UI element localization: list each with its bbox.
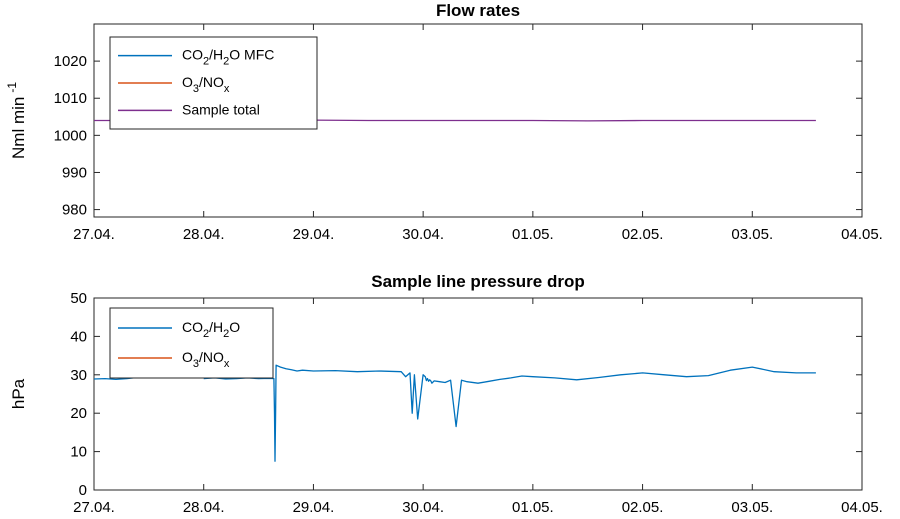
x-tick-label: 01.05. <box>512 226 554 243</box>
y-tick-label: 40 <box>70 328 87 345</box>
y-tick-label: 980 <box>62 202 87 219</box>
x-tick-label: 27.04. <box>73 226 115 243</box>
y-tick-label: 1010 <box>54 90 87 107</box>
x-tick-label: 02.05. <box>622 226 664 243</box>
x-tick-label: 28.04. <box>183 226 225 243</box>
legend-label: O3/NOx <box>182 74 230 95</box>
x-tick-label: 30.04. <box>402 499 444 516</box>
legend-label: CO2/H2O MFC <box>182 47 274 68</box>
y-tick-label: 1000 <box>54 127 87 144</box>
x-tick-label: 29.04. <box>293 499 335 516</box>
y-tick-label: 50 <box>70 290 87 307</box>
y-tick-label: 10 <box>70 444 87 461</box>
x-tick-label: 29.04. <box>293 226 335 243</box>
axes-frame <box>93 297 863 491</box>
x-tick-label: 30.04. <box>402 226 444 243</box>
y-tick-label: 0 <box>79 482 87 499</box>
x-tick-label: 28.04. <box>183 499 225 516</box>
y-tick-label: 990 <box>62 164 87 181</box>
legend-label: O3/NOx <box>182 349 230 370</box>
x-tick-label: 01.05. <box>512 499 554 516</box>
y-tick-label: 1020 <box>54 53 87 70</box>
chart-title: Flow rates <box>436 1 520 20</box>
legend-box <box>109 307 274 379</box>
x-tick-label: 03.05. <box>731 499 773 516</box>
x-tick-label: 03.05. <box>731 226 773 243</box>
y-tick-label: 20 <box>70 405 87 422</box>
chart-title: Sample line pressure drop <box>371 272 585 291</box>
legend-label: CO2/H2O <box>182 319 240 340</box>
series-line <box>203 364 816 462</box>
y-tick-label: 30 <box>70 367 87 384</box>
x-tick-label: 04.05. <box>841 226 883 243</box>
y-axis-label: hPa <box>9 378 28 409</box>
flow-rates-panel: Flow rates 27.04. 28.04. 29.04. 30.04. 01.05.… <box>5 1 883 243</box>
x-tick-label: 02.05. <box>622 499 664 516</box>
legend-label: Sample total <box>182 101 260 117</box>
y-axis-label: Nml min-1 <box>5 82 28 159</box>
x-tick-label: 27.04. <box>73 499 115 516</box>
pressure-drop-panel: Sample line pressure drop 27.04. 28.04. 29.… <box>9 272 883 516</box>
x-tick-label: 04.05. <box>841 499 883 516</box>
